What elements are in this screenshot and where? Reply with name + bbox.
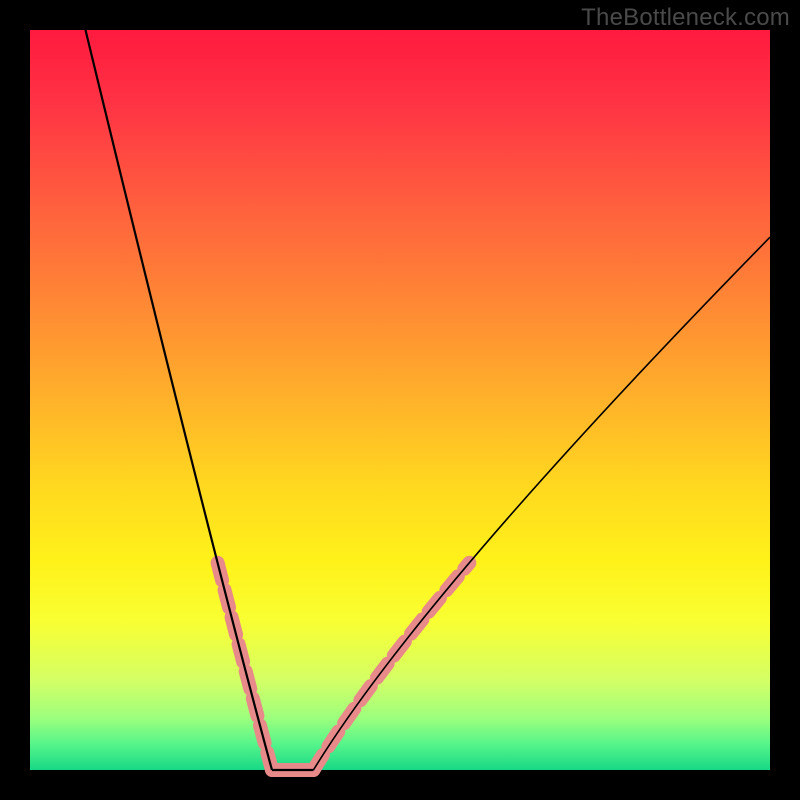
- bottleneck-chart: [0, 0, 800, 800]
- watermark-text: TheBottleneck.com: [581, 4, 790, 32]
